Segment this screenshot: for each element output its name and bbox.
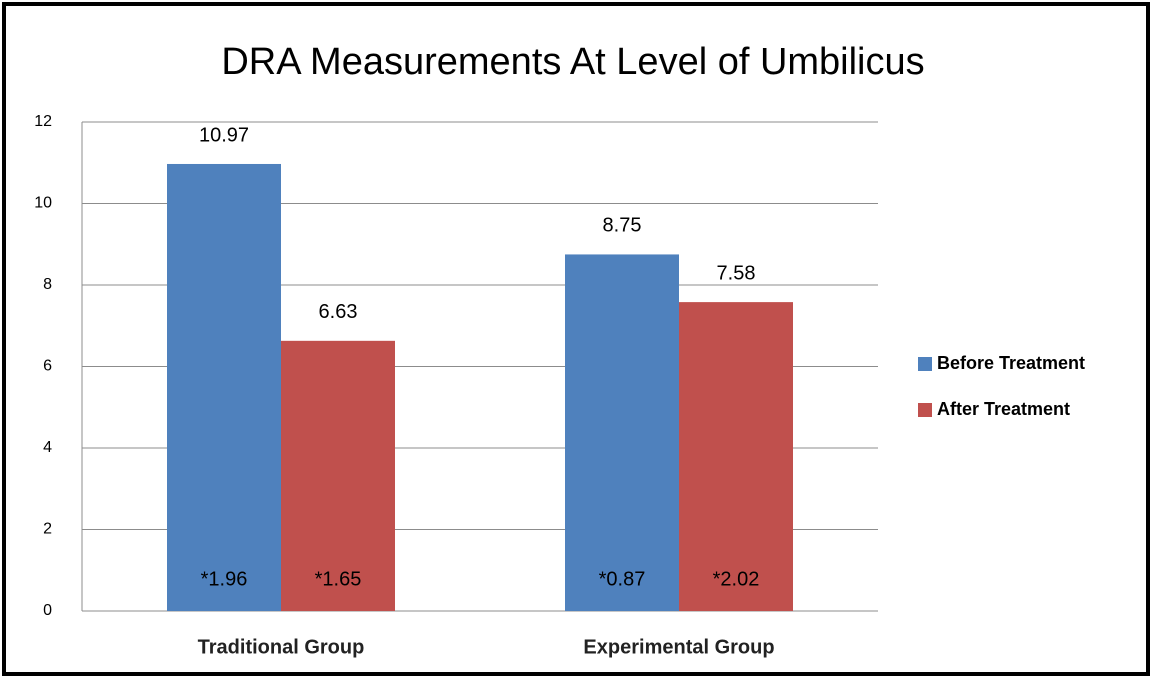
annotation: *2.02 [713, 568, 760, 590]
y-tick-label: 4 [43, 439, 52, 456]
legend-swatch [918, 357, 932, 371]
x-tick-label: Traditional Group [198, 636, 365, 658]
y-tick-label: 6 [43, 358, 52, 375]
annotation: *0.87 [599, 568, 646, 590]
y-tick-label: 0 [43, 602, 52, 619]
data-label: 10.97 [199, 124, 249, 146]
data-label: 6.63 [319, 301, 358, 323]
legend-label: Before Treatment [937, 353, 1085, 373]
legend-swatch [918, 403, 932, 417]
annotation: *1.96 [201, 568, 248, 590]
y-tick-label: 8 [43, 276, 52, 293]
bar [281, 340, 395, 611]
bar [565, 254, 679, 611]
bar [167, 163, 281, 611]
x-tick-label: Experimental Group [583, 636, 774, 658]
data-label: 7.58 [717, 262, 756, 284]
bar [679, 302, 793, 611]
y-tick-label: 12 [34, 113, 52, 130]
chart-title: DRA Measurements At Level of Umbilicus [221, 41, 924, 83]
y-tick-label: 10 [34, 195, 52, 212]
data-label: 8.75 [603, 215, 642, 237]
annotation: *1.65 [315, 568, 362, 590]
legend-label: After Treatment [937, 399, 1070, 419]
y-tick-label: 2 [43, 521, 52, 538]
